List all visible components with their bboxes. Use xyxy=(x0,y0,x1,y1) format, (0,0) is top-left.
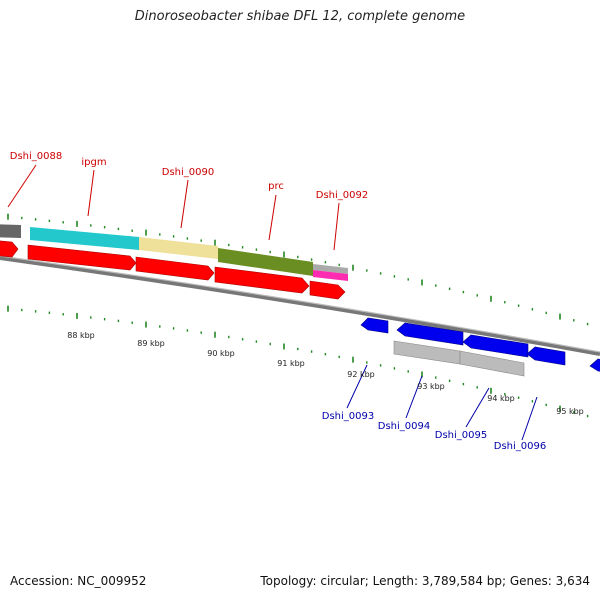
feature-block-dshi-0090 xyxy=(139,237,218,259)
accession-text: Accession: NC_009952 xyxy=(10,574,147,588)
upper-tick-ring xyxy=(7,213,589,326)
gene-label-dshi-0092[interactable]: Dshi_0092 xyxy=(316,190,368,201)
gene-label-dshi-0095[interactable]: Dshi_0095 xyxy=(435,430,487,441)
scale-label-95: 95 kbp xyxy=(556,407,584,416)
scale-label-92: 92 kbp xyxy=(347,370,375,379)
feature-band-forward xyxy=(0,224,348,281)
leader-line-dshi-0090 xyxy=(180,179,189,229)
gene-label-ipgm[interactable]: ipgm xyxy=(81,157,106,168)
feature-block-prc xyxy=(218,248,313,276)
cds-arrow-dshi-0088 xyxy=(0,240,19,258)
scale-label-88: 88 kbp xyxy=(67,331,95,340)
cds-arrow-dshi-0096 xyxy=(526,346,566,366)
scale-label-89: 89 kbp xyxy=(137,339,165,348)
leader-line-dshi-0092 xyxy=(333,202,340,251)
leader-line-prc xyxy=(268,194,277,241)
lower-tick-ring xyxy=(7,305,589,418)
feature-block-dshi-0092-grey xyxy=(313,264,348,274)
feature-band-reverse xyxy=(393,340,525,377)
scale-labels: 88 kbp 89 kbp 90 kbp 91 kbp 92 kbp 93 kb… xyxy=(67,331,584,416)
cds-arrow-dshi-0090 xyxy=(135,256,215,281)
scale-label-91: 91 kbp xyxy=(277,359,305,368)
leader-line-dshi-0094 xyxy=(405,375,423,419)
genome-summary-text: Topology: circular; Length: 3,789,584 bp… xyxy=(260,574,590,588)
feature-block-dshi-0088 xyxy=(0,224,21,238)
map-title: Dinoroseobacter shibae DFL 12, complete … xyxy=(134,9,466,24)
gene-label-dshi-0088[interactable]: Dshi_0088 xyxy=(10,151,62,162)
cds-arrow-next xyxy=(589,358,600,372)
reverse-leader-lines xyxy=(346,364,538,441)
leader-line-dshi-0093 xyxy=(346,364,368,409)
cds-arrow-dshi-0095 xyxy=(462,334,529,358)
leader-line-ipgm xyxy=(87,169,95,217)
forward-leader-lines xyxy=(7,164,340,251)
cds-arrow-dshi-0094 xyxy=(396,322,464,346)
scale-label-94: 94 kbp xyxy=(487,394,515,403)
feature-block-dshi-0092-magenta xyxy=(313,270,348,281)
cds-arrow-dshi-0093 xyxy=(360,317,389,334)
cds-arrow-prc xyxy=(214,266,310,294)
cds-arrow-dshi-0092 xyxy=(309,280,346,300)
gene-label-dshi-0096[interactable]: Dshi_0096 xyxy=(494,441,546,452)
leader-line-dshi-0096 xyxy=(521,396,538,441)
genome-backbone xyxy=(0,256,600,356)
feature-block-dshi-0089 xyxy=(30,227,139,250)
scale-label-90: 90 kbp xyxy=(207,349,235,358)
reverse-cds-track xyxy=(360,317,600,372)
gene-label-prc[interactable]: prc xyxy=(268,181,284,192)
feature-block-dshi-0095 xyxy=(459,350,525,377)
reverse-gene-labels: Dshi_0093 Dshi_0094 Dshi_0095 Dshi_0096 xyxy=(322,411,546,452)
cds-arrow-ipgm xyxy=(27,244,137,271)
forward-cds-track xyxy=(0,240,346,300)
gene-label-dshi-0093[interactable]: Dshi_0093 xyxy=(322,411,374,422)
gene-label-dshi-0094[interactable]: Dshi_0094 xyxy=(378,421,430,432)
gene-label-dshi-0090[interactable]: Dshi_0090 xyxy=(162,167,214,178)
genome-backbone-highlight xyxy=(0,255,600,353)
scale-label-93: 93 kbp xyxy=(417,382,445,391)
leader-line-dshi-0088 xyxy=(7,164,37,208)
forward-gene-labels: Dshi_0088 ipgm Dshi_0090 prc Dshi_0092 xyxy=(10,151,368,201)
feature-block-dshi-0094 xyxy=(393,340,461,365)
leader-line-dshi-0095 xyxy=(465,387,490,428)
